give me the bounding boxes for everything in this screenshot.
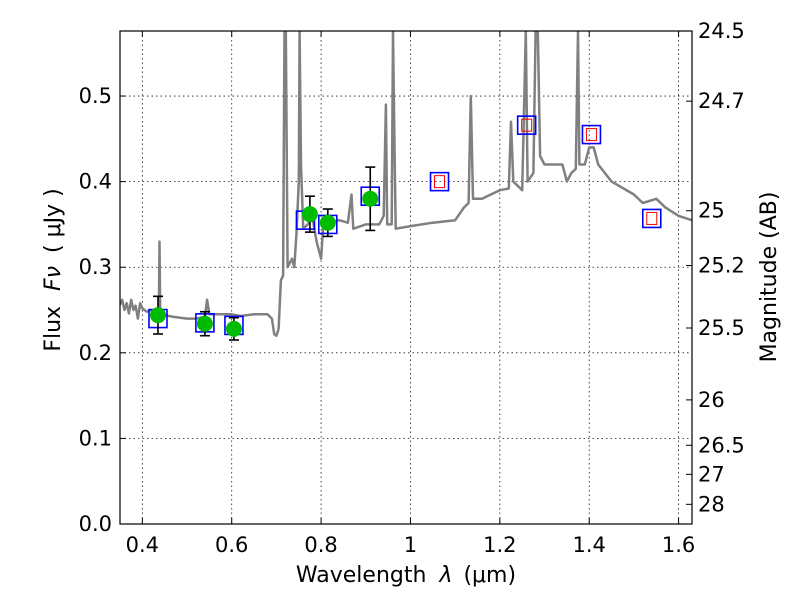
y-tick-label: 0.0: [79, 512, 112, 536]
y-axis-label-text: Flux: [41, 306, 66, 352]
mag-tick-label: 24.7: [698, 89, 745, 113]
x-axis-label-text: Wavelength: [296, 563, 427, 588]
mag-tick-label: 25: [698, 199, 725, 223]
y2-axis-label: Magnitude (AB): [757, 192, 782, 363]
x-axis-label: Wavelength λ (μm): [296, 563, 516, 588]
mag-tick-label: 25.2: [698, 254, 745, 278]
x-tick-label: 1: [404, 533, 417, 557]
mag-tick-label: 26.5: [698, 433, 745, 457]
y-tick-label: 0.1: [79, 426, 112, 450]
x-tick-label: 1.6: [662, 533, 695, 557]
y-tick-label: 0.4: [79, 170, 112, 194]
y-axis-label-symbol: Fν: [41, 266, 66, 291]
y-tick-label: 0.2: [79, 341, 112, 365]
model-filter-square: [429, 171, 450, 192]
x-axis-label-symbol: λ: [438, 563, 452, 588]
predicted-flux-square: [434, 175, 446, 189]
plot-area: [120, 31, 692, 341]
x-tick-label: 1.2: [483, 533, 516, 557]
x-tick-label: 0.8: [304, 533, 337, 557]
x-tick-label: 1.4: [573, 533, 606, 557]
y-tick-label: 0.3: [79, 255, 112, 279]
mag-tick-label: 24.5: [698, 19, 745, 43]
mag-tick-label: 28: [698, 492, 725, 516]
predicted-flux-square: [521, 118, 533, 132]
observed-flux-point: [301, 206, 318, 223]
observed-flux-point: [319, 214, 336, 231]
y-axis-label-unit: ( μJy ): [41, 188, 66, 253]
predicted-flux-square: [646, 211, 658, 225]
observed-flux-point: [362, 190, 379, 207]
observed-flux-point: [225, 320, 242, 337]
tick-layer: 0.4 0.6 0.8 1 1.2 1.4 1.6 0.0 0.1 0.2 0.3 0.4 0.5 24.…: [79, 19, 745, 557]
mag-tick-label: 25.5: [698, 316, 745, 340]
predicted-flux-square: [585, 128, 597, 142]
mag-tick-label: 26: [698, 388, 725, 412]
x-tick-label: 0.6: [215, 533, 248, 557]
mag-tick-label: 27: [698, 462, 725, 486]
observed-flux-point: [196, 315, 213, 332]
y-tick-label: 0.5: [79, 84, 112, 108]
plot-frame: [119, 30, 693, 525]
grid-layer: [120, 31, 692, 524]
y-axis-label: Flux Fν ( μJy ): [41, 188, 66, 351]
observed-flux-point: [149, 307, 166, 324]
model-filter-square: [581, 124, 602, 145]
model-filter-square: [516, 115, 537, 135]
x-tick-label: 0.4: [126, 533, 159, 557]
model-filter-square: [641, 208, 662, 229]
x-axis-label-unit: (μm): [463, 563, 516, 588]
